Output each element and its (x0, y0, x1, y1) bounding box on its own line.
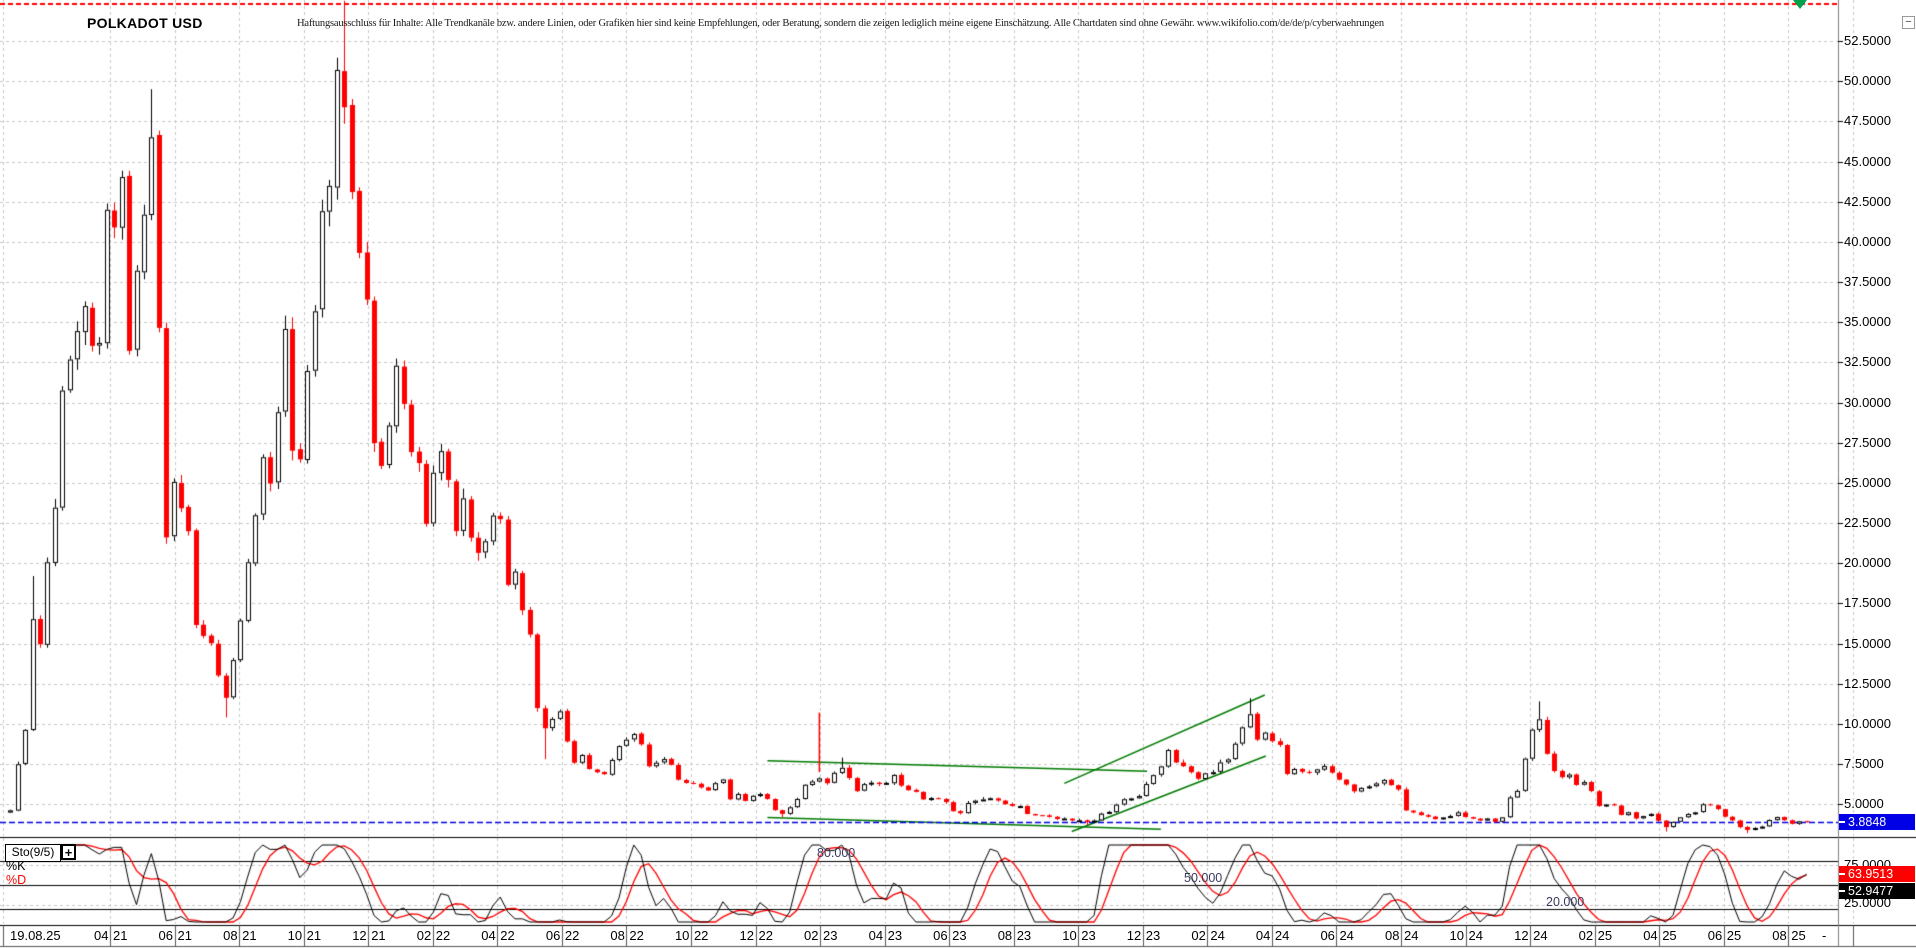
date-axis-label-year: 21 (242, 928, 257, 943)
price-axis-label: 17.5000 (1844, 595, 1891, 611)
indicator-settings-button[interactable]: Sto(9/5) (5, 844, 61, 862)
date-axis-label-month: 06 (933, 928, 948, 943)
date-axis-label-year: 23 (823, 928, 838, 943)
date-axis-label-year: 24 (1404, 928, 1419, 943)
date-axis-label-month: 02 (1578, 928, 1594, 943)
date-axis-label-year: 22 (693, 928, 709, 943)
date-axis-label-year: 22 (500, 928, 515, 943)
date-axis-label-year: 22 (758, 928, 773, 943)
date-axis-label-year: 22 (564, 928, 580, 943)
date-axis-label-year: 23 (1145, 928, 1161, 943)
date-axis-label-year: 21 (177, 928, 193, 943)
date-axis-label-month: 08 (997, 928, 1013, 943)
price-axis-label: 50.0000 (1844, 73, 1891, 89)
stoch-d-legend: %D (6, 873, 27, 887)
price-axis-label: 37.5000 (1844, 274, 1891, 290)
stoch-k-value-box: 52.9477 (1839, 883, 1915, 899)
date-axis-label-month: 08 (610, 928, 625, 943)
stoch-level-label-50: 50.000 (1184, 871, 1223, 885)
date-axis-label-month: 06 (545, 928, 561, 943)
price-axis-label: 32.5000 (1844, 354, 1891, 370)
price-axis-label: 25.0000 (1844, 474, 1891, 490)
date-axis-label-month: 12 (1126, 928, 1142, 943)
date-axis-label-month: 10 (287, 928, 303, 943)
date-axis-label-year: 24 (1339, 928, 1354, 943)
date-axis-label-month: 04 (1643, 928, 1658, 943)
price-axis-label: 5.0000 (1844, 796, 1884, 812)
date-axis-label-month: 10 (674, 928, 690, 943)
date-axis-label-month: 10 (1062, 928, 1077, 943)
stoch-level-label-80: 80.000 (817, 846, 856, 860)
date-axis-label-month: 02 (1191, 928, 1206, 943)
date-axis-label-year: 25 (1597, 928, 1613, 943)
date-axis-label-year: 23 (1081, 928, 1096, 943)
date-axis-label-year: 24 (1210, 928, 1225, 943)
date-axis-label-month: 06 (1707, 928, 1723, 943)
price-axis-label: 7.5000 (1844, 756, 1884, 772)
stoch-axis-label-25: 25.0000 (1844, 895, 1891, 910)
date-axis-label-month: 04 (868, 928, 884, 943)
date-axis-label-year: 21 (371, 928, 386, 943)
date-axis-label-month: 02 (416, 928, 432, 943)
price-axis-label: 12.5000 (1844, 675, 1891, 691)
date-axis-label-month: 02 (804, 928, 819, 943)
stoch-k-value: 52.9477 (1848, 884, 1894, 898)
date-axis-label-year: 25 (1662, 928, 1677, 943)
price-axis-label: 47.5000 (1844, 113, 1891, 129)
price-axis-label: 30.0000 (1844, 394, 1891, 410)
date-axis-label-month: 04 (1255, 928, 1271, 943)
date-axis-label-month: 04 (481, 928, 496, 943)
current-price-value: 3.8848 (1848, 815, 1887, 829)
date-axis-label-year: 21 (306, 928, 322, 943)
date-axis-label: 19.08.25 (10, 928, 61, 943)
price-axis-label: 42.5000 (1844, 193, 1891, 209)
date-axis-label-month: 08 (223, 928, 238, 943)
date-axis-label-month: 06 (158, 928, 174, 943)
date-axis-label-year: 23 (887, 928, 903, 943)
price-axis-label: 45.0000 (1844, 153, 1891, 169)
date-axis-label-month: 12 (739, 928, 754, 943)
date-axis-label-year: 23 (1016, 928, 1032, 943)
price-axis-label: 52.5000 (1844, 33, 1891, 48)
price-axis-label: 10.0000 (1844, 715, 1891, 731)
price-axis-label: 15.0000 (1844, 635, 1891, 651)
price-axis-label: 20.0000 (1844, 555, 1891, 571)
event-marker-triangle-icon (1793, 0, 1807, 9)
axis-collapse-button[interactable]: − (1902, 16, 1915, 29)
date-axis-label-year: 22 (435, 928, 451, 943)
price-axis-label: 22.5000 (1844, 515, 1891, 531)
date-axis-label-year: 24 (1468, 928, 1484, 943)
price-axis-label: 35.0000 (1844, 314, 1891, 330)
date-axis-label-year: 25 (1791, 928, 1806, 943)
indicator-add-button[interactable]: + (61, 844, 76, 860)
price-axis-label: 40.0000 (1844, 233, 1891, 249)
stoch-k-legend: %K (6, 859, 26, 873)
date-axis-label-month: 08 (1772, 928, 1787, 943)
date-axis-label-year: 22 (629, 928, 644, 943)
date-axis-label-year: 25 (1726, 928, 1742, 943)
date-axis-label: - (1822, 928, 1827, 943)
chart-title: POLKADOT USD (87, 15, 203, 31)
stoch-level-label-20: 20.000 (1546, 895, 1585, 909)
stoch-d-value: 63.9513 (1848, 867, 1894, 881)
current-price-box: 3.8848 (1839, 814, 1915, 830)
date-axis-label-year: 23 (952, 928, 967, 943)
disclaimer-text: Haftungsausschluss für Inhalte: Alle Tre… (297, 18, 1384, 29)
date-axis-label-month: 12 (1514, 928, 1529, 943)
price-axis-label: 27.5000 (1844, 434, 1891, 450)
date-axis-label-month: 04 (94, 928, 109, 943)
date-axis-label-month: 06 (1320, 928, 1335, 943)
date-axis-label-year: 21 (113, 928, 128, 943)
date-axis-label-year: 24 (1274, 928, 1290, 943)
date-axis-label-year: 24 (1533, 928, 1548, 943)
stoch-d-value-box: 63.9513 (1839, 866, 1915, 882)
date-axis-label-month: 08 (1385, 928, 1400, 943)
date-axis-label-month: 10 (1449, 928, 1465, 943)
date-axis-label-month: 12 (352, 928, 367, 943)
